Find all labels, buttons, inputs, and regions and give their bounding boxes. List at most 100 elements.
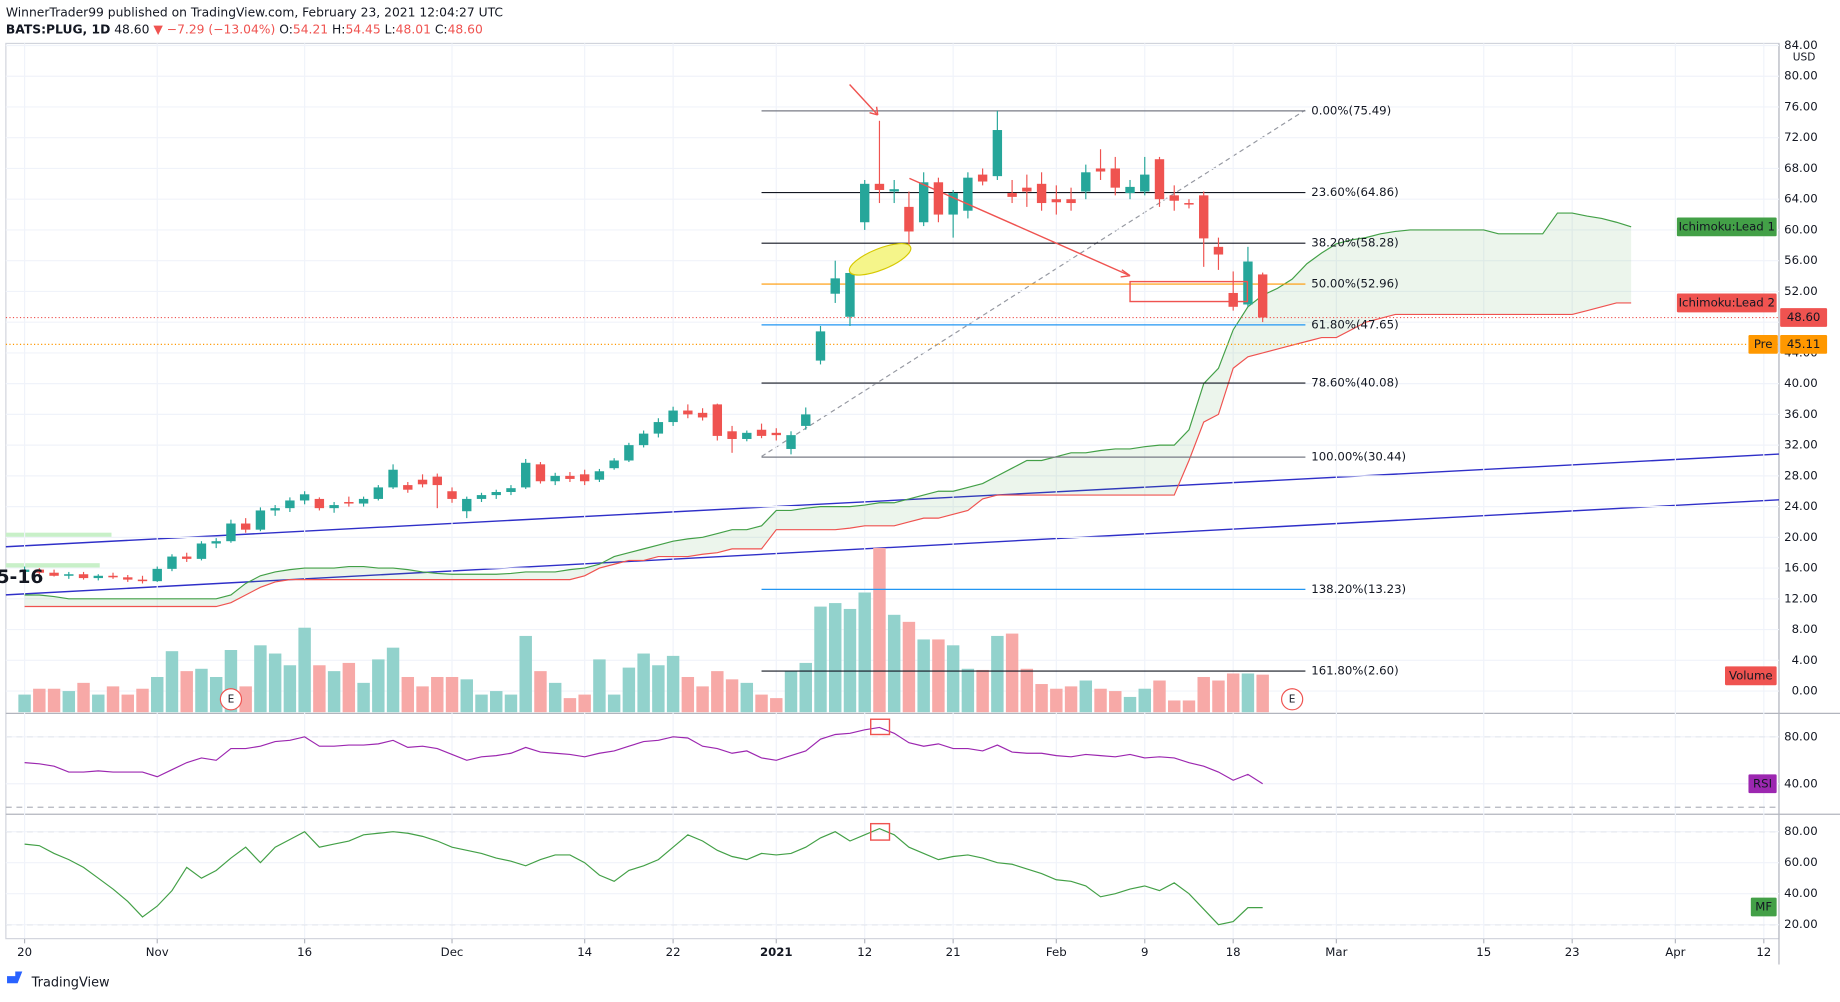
volume-bar [18,694,31,713]
candle-body [977,174,988,182]
x-tick-label: Dec [441,945,464,959]
pre-tag-bg [1748,334,1778,354]
volume-bar [490,691,503,713]
candle-body [697,412,708,418]
close-label: C: [435,22,448,36]
volume-bar [342,662,356,713]
earnings-label: E [228,693,235,705]
y-tick-label: 28.00 [1784,468,1818,482]
symbol-line: BATS:PLUG, 1D 48.60 ▼ −7.29 (−13.04%) O:… [6,22,483,36]
highlight-box [870,718,891,736]
low: 48.01 [396,22,431,36]
y-tick-label: 40.00 [1784,886,1818,900]
candle-body [432,476,442,486]
candle-body [786,435,796,449]
candle-body [756,429,767,436]
ichimoku-line [24,212,1632,600]
y-tick-label: 60.00 [1784,855,1818,869]
volume-bar [976,669,989,713]
volume-bar [548,682,562,713]
price-tag-bg [1780,308,1828,327]
y-tick-label: 80.00 [1784,729,1818,743]
y-tick-label: 32.00 [1784,438,1818,452]
volume-bar [401,676,415,713]
candle-body [638,433,649,446]
volume-bar [33,688,46,713]
x-tick-label: 20 [17,945,32,959]
candle-body [108,575,118,578]
fib-label: 100.00%(30.44) [1311,450,1406,464]
volume-bar [1168,700,1181,713]
candle-body [874,183,885,190]
x-tick-label: 9 [1141,945,1148,959]
fib-label: 138.20%(13.23) [1311,582,1406,596]
volume-bar [740,682,754,713]
y-tick-label: 64.00 [1784,192,1818,206]
x-tick-label: Apr [1665,945,1685,959]
volume-bar [372,659,385,713]
candle-body [771,432,781,436]
volume-bar [460,679,473,713]
y-tick-label: 20.00 [1784,530,1818,544]
y-tick-label: 20.00 [1784,917,1818,931]
candle-body [742,432,752,439]
volume-bar [652,665,665,713]
series-tag: MF [1755,899,1772,913]
volume-bar [151,676,164,713]
candle-body [565,475,575,479]
candle-body [344,501,354,504]
candle-body [668,410,678,423]
candle-body [299,494,310,501]
x-tick-label: Feb [1046,945,1067,959]
candle-body [358,498,369,504]
candle-body [152,568,162,582]
fib-label: 78.60%(40.08) [1311,376,1398,390]
candle-body [845,272,855,317]
candle-body [196,543,207,559]
candle-body [889,189,899,192]
volume-bar [195,668,208,713]
candle-body [123,577,133,580]
volume-bar [799,662,812,713]
volume-bar [357,682,370,713]
x-tick-label: 15 [1476,945,1491,959]
earnings-label: E [1289,693,1296,705]
y-tick-label: 40.00 [1784,776,1818,790]
candle-body [19,569,30,572]
candle-body [1066,199,1076,204]
candle-body [1022,187,1032,192]
volume-bar [843,608,857,713]
volume-bar [1182,700,1196,713]
volume-bar [858,592,871,713]
candle-body [727,431,737,439]
candle-body [815,331,826,361]
ichimoku-cloud [24,213,1632,607]
candle-body [462,498,472,512]
volume-bar [136,688,149,713]
candle-body [683,410,693,415]
series-tag: Ichimoku:Lead 2 [1679,295,1775,309]
candle-body [93,575,103,579]
candle-body [624,445,634,461]
candle-body [801,414,811,426]
candle-body [226,523,236,542]
fib-label: 23.60%(64.86) [1311,185,1398,199]
logo [7,971,23,984]
candle-body [447,491,457,499]
y-tick-label: 24.00 [1784,499,1818,513]
candle-body [506,488,516,493]
y-tick-label: 52.00 [1784,284,1818,298]
volume-bar [327,671,341,713]
fib-label: 161.80%(2.60) [1311,664,1398,678]
volume-bar [946,645,960,713]
fib-label: 61.80%(47.65) [1311,317,1398,331]
candle-body [594,471,605,480]
candle-body [1110,168,1120,188]
volume-bar [1123,696,1137,713]
candle-body [137,579,148,582]
y-tick-label: 4.00 [1792,653,1818,667]
volume-bar [180,671,193,713]
series-tag-bg [1750,897,1777,917]
